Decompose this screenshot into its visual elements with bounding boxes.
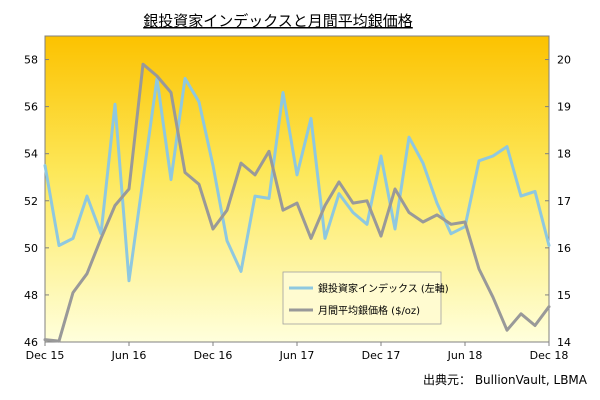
x-tick-label: Jun 18 — [447, 349, 483, 362]
source-note: 出典元： BullionVault, LBMA — [423, 373, 588, 387]
x-tick-label: Dec 17 — [362, 349, 401, 362]
right-tick-label: 17 — [557, 195, 571, 208]
x-tick-label: Jun 16 — [111, 349, 147, 362]
right-tick-label: 14 — [557, 336, 571, 349]
x-tick-label: Dec 15 — [26, 349, 65, 362]
x-axis: Dec 15 Jun 16 Dec 16 Jun 17 Dec 17 Jun 18 Dec … — [26, 342, 569, 362]
left-tick-label: 50 — [24, 242, 38, 255]
series-layer — [43, 62, 551, 343]
left-tick-label: 56 — [24, 101, 38, 114]
left-axis: 46 48 50 52 54 56 58 — [24, 54, 49, 349]
left-tick-label: 46 — [24, 336, 38, 349]
left-tick-label: 54 — [24, 148, 38, 161]
right-tick-label: 15 — [557, 289, 571, 302]
x-tick-label: Dec 16 — [194, 349, 233, 362]
legend: 銀投資家インデックス (左軸) 月間平均銀価格 ($/oz) — [282, 271, 449, 325]
right-tick-label: 20 — [557, 54, 571, 67]
series-line-silver-price — [43, 62, 551, 343]
right-axis: 14 15 16 17 18 19 20 — [545, 54, 571, 349]
left-tick-label: 52 — [24, 195, 38, 208]
right-tick-label: 18 — [557, 148, 571, 161]
legend-label-index: 銀投資家インデックス (左軸) — [318, 282, 449, 295]
right-tick-label: 16 — [557, 242, 571, 255]
legend-label-price: 月間平均銀価格 ($/oz) — [318, 304, 420, 317]
right-tick-label: 19 — [557, 101, 571, 114]
left-tick-label: 58 — [24, 54, 38, 67]
x-tick-label: Dec 18 — [530, 349, 569, 362]
chart-title: 銀投資家インデックスと月間平均銀価格 — [143, 12, 413, 30]
legend-box — [282, 271, 442, 325]
x-tick-label: Jun 17 — [279, 349, 315, 362]
left-tick-label: 48 — [24, 289, 38, 302]
